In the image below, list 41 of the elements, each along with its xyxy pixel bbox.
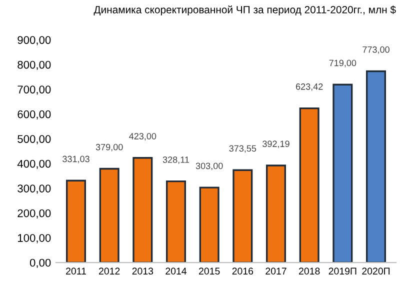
y-tick-label: 900,00 — [18, 36, 51, 46]
x-tick-label: 2014 — [166, 268, 187, 275]
bar — [266, 164, 286, 263]
y-tick-label: 700,00 — [18, 86, 51, 95]
chart-title: Динамика скоректированной ЧП за период 2011-2020гг., млн $ — [94, 6, 396, 16]
data-label: 379,00 — [96, 144, 123, 152]
data-label: 373,55 — [229, 145, 256, 153]
x-tick-label: 2017 — [266, 268, 286, 275]
x-tick-label: 2015 — [199, 268, 220, 275]
bar — [299, 107, 320, 263]
x-tick-label: 2019П — [328, 268, 356, 275]
data-label: 623,42 — [296, 83, 323, 91]
x-tick-label: 2016 — [232, 268, 254, 275]
y-tick-label: 0,00 — [30, 258, 51, 268]
y-tick-label: 300,00 — [18, 184, 51, 194]
bar — [166, 180, 186, 263]
data-label: 719,00 — [329, 60, 356, 68]
data-label: 392,19 — [262, 140, 290, 148]
bar — [99, 168, 120, 263]
bar — [66, 180, 86, 263]
bar — [332, 84, 353, 263]
bar — [132, 157, 153, 263]
data-label: 773,00 — [362, 46, 390, 54]
y-tick-label: 100,00 — [18, 234, 51, 244]
y-tick-label: 400,00 — [17, 160, 51, 170]
bar — [366, 70, 386, 263]
x-tick-label: 2012 — [99, 268, 120, 275]
x-tick-label: 2020П — [362, 268, 390, 275]
x-tick-label: 2018 — [299, 268, 320, 275]
bar — [199, 186, 220, 263]
y-tick-label: 200,00 — [18, 209, 51, 219]
y-tick-label: 800,00 — [18, 60, 51, 70]
x-tick-label: 2011 — [66, 268, 86, 275]
data-label: 331,03 — [62, 156, 90, 164]
data-label: 423,00 — [129, 133, 156, 140]
y-tick-label: 600,00 — [18, 110, 51, 120]
bar — [232, 169, 253, 263]
data-label: 303,00 — [196, 162, 223, 170]
data-label: 328,11 — [162, 156, 190, 164]
x-tick-label: 2013 — [132, 268, 154, 275]
y-tick-label: 500,00 — [18, 135, 51, 144]
